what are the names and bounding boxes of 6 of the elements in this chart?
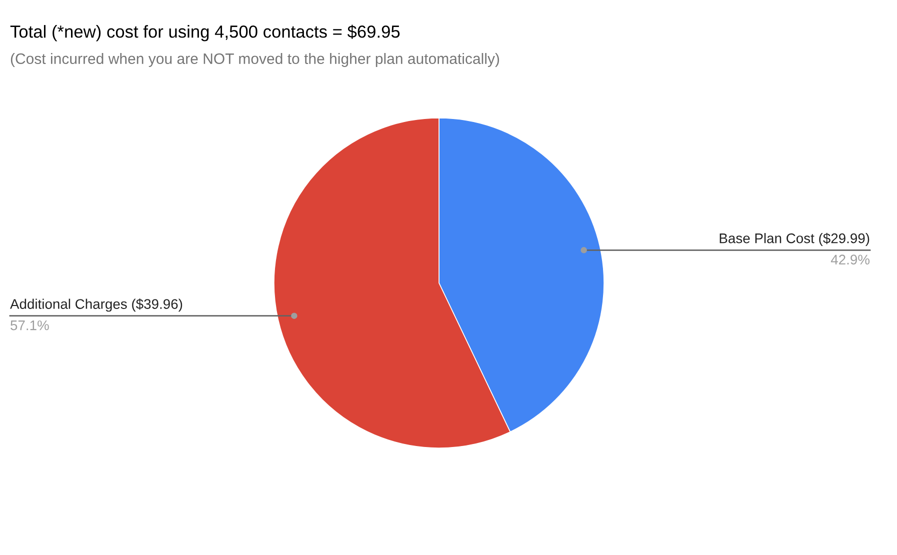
- slice-label: Additional Charges ($39.96): [10, 298, 182, 312]
- slice-label: Base Plan Cost ($29.99): [720, 232, 870, 246]
- chart-subtitle: (Cost incurred when you are NOT moved to the higher plan automatically): [10, 53, 500, 67]
- data-label: 42.9%: [830, 254, 870, 265]
- chart-title: Total (*new) cost for using 4,500 contacts = $69.95: [10, 24, 400, 42]
- data-label: 57.1%: [10, 320, 49, 330]
